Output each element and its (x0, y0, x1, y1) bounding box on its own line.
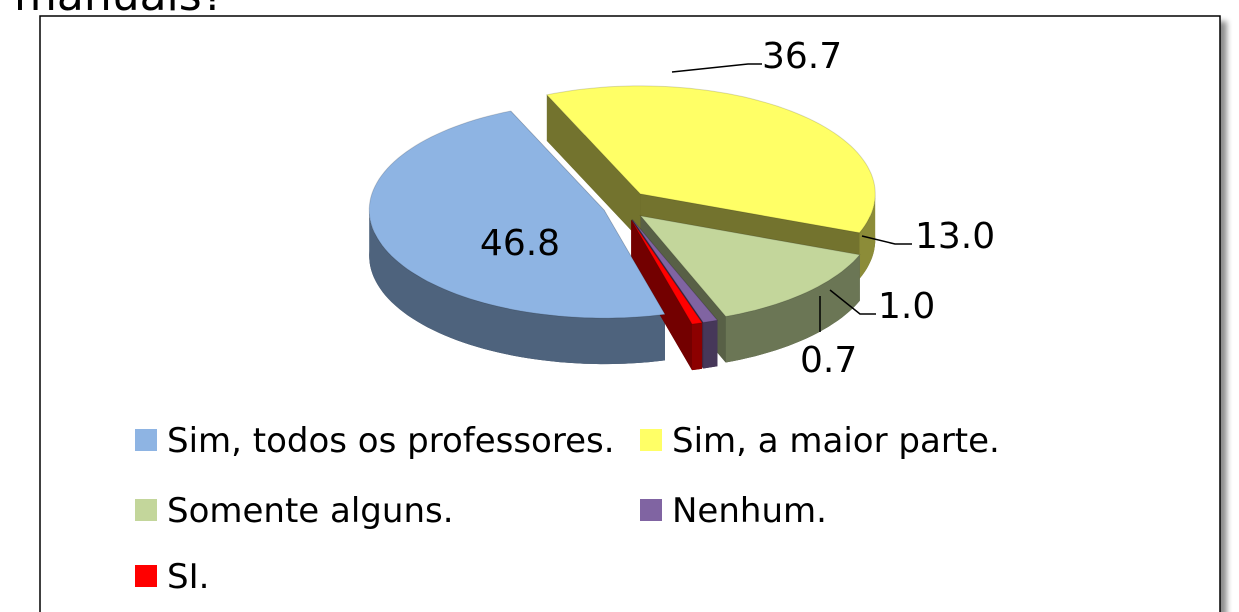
pie (368, 85, 876, 371)
slice (639, 215, 861, 318)
legend-swatch (135, 565, 157, 587)
legend-label: SI. (167, 557, 209, 597)
leader-line (671, 63, 762, 73)
data-label: 36.7 (762, 36, 842, 77)
slice (545, 85, 876, 234)
legend-label: Sim, a maior parte. (672, 421, 1000, 461)
legend-label: Sim, todos os professores. (167, 421, 615, 461)
leader-line (861, 235, 912, 245)
data-label: 13.0 (915, 216, 995, 257)
data-label: 1.0 (878, 286, 935, 327)
legend-swatch (640, 499, 662, 521)
slice-side (725, 254, 860, 363)
legend-label: Nenhum. (672, 491, 827, 531)
slice-wall (631, 219, 692, 371)
legend-swatch (135, 429, 157, 451)
legend-label: Somente alguns. (167, 491, 454, 531)
slice (368, 110, 666, 319)
leader-line (829, 289, 876, 315)
data-label: 46.8 (480, 223, 560, 264)
chart-title: manuais? (14, 0, 225, 21)
slice (630, 219, 703, 325)
data-label: 0.7 (800, 340, 857, 381)
labels: 46.8 36.7 13.0 1.0 0.7 (480, 36, 995, 381)
slice-side (859, 193, 876, 279)
slice-wall (546, 94, 641, 240)
slice-side (703, 320, 718, 369)
legend: Sim, todos os professores. Sim, a maior p… (135, 421, 1000, 597)
slice-side (692, 322, 703, 371)
legend-swatch (135, 499, 157, 521)
slice-side (369, 210, 665, 365)
legend-swatch (640, 429, 662, 451)
slice (631, 219, 719, 324)
